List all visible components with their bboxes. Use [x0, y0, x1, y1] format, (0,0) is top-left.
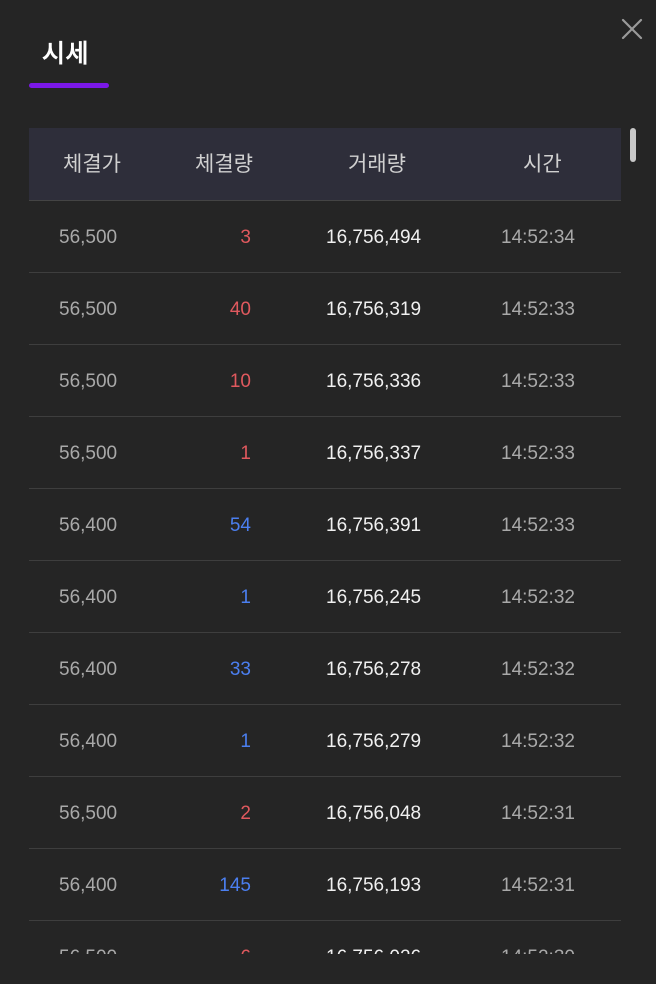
- trade-qty-cell: 54: [229, 515, 251, 536]
- header-trade-qty: 체결량: [195, 152, 253, 176]
- volume-cell: 16,756,278: [326, 659, 422, 680]
- table-row: 56,400 1 16,756,279 14:52:32: [29, 705, 621, 777]
- trade-qty-cell: 40: [229, 299, 251, 320]
- time-cell: 14:52:30: [501, 921, 575, 954]
- time-cell: 14:52:33: [501, 371, 575, 392]
- table-row: 56,500 40 16,756,319 14:52:33: [29, 273, 621, 345]
- trade-table[interactable]: 체결가 체결량 거래량 시간 56,500 3 16,756,494 14:52:34…: [29, 128, 621, 954]
- table-row: 56,500 2 16,756,048 14:52:31: [29, 777, 621, 849]
- volume-cell: 16,756,336: [326, 371, 422, 392]
- table-row: 56,400 1 16,756,245 14:52:32: [29, 561, 621, 633]
- price-cell: 56,500: [59, 371, 118, 392]
- trade-qty-cell: 1: [240, 443, 251, 464]
- price-cell: 56,400: [59, 731, 118, 752]
- volume-cell: 16,756,279: [326, 731, 422, 752]
- table-row: 56,500 10 16,756,336 14:52:33: [29, 345, 621, 417]
- table-row: 56,500 1 16,756,337 14:52:33: [29, 417, 621, 489]
- volume-cell: 16,756,245: [326, 587, 422, 608]
- price-cell: 56,400: [59, 875, 118, 896]
- table-header: 체결가 체결량 거래량 시간: [29, 128, 621, 201]
- tab-quote[interactable]: 시세: [29, 30, 109, 90]
- tab-quote-label: 시세: [42, 39, 90, 68]
- table-row: 56,400 33 16,756,278 14:52:32: [29, 633, 621, 705]
- time-cell: 14:52:31: [501, 875, 575, 896]
- time-cell: 14:52:32: [501, 587, 575, 608]
- price-cell: 56,500: [59, 227, 118, 248]
- table-body: 56,500 3 16,756,494 14:52:34 56,500 40 16,756,…: [29, 201, 621, 954]
- trade-qty-cell: 6: [240, 921, 251, 954]
- active-tab-indicator: [29, 83, 109, 88]
- time-cell: 14:52:33: [501, 515, 575, 536]
- table-row: 56,500 6 16,756,026 14:52:30: [29, 921, 621, 954]
- volume-cell: 16,756,319: [326, 299, 422, 320]
- volume-cell: 16,756,494: [326, 227, 422, 248]
- time-cell: 14:52:33: [501, 443, 575, 464]
- time-cell: 14:52:31: [501, 803, 575, 824]
- trade-qty-cell: 10: [229, 371, 251, 392]
- volume-cell: 16,756,048: [326, 803, 422, 824]
- price-cell: 56,400: [59, 659, 118, 680]
- price-cell: 56,500: [59, 443, 118, 464]
- header-volume: 거래량: [348, 152, 406, 176]
- trade-qty-cell: 33: [229, 659, 251, 680]
- scrollbar-thumb[interactable]: [630, 128, 636, 162]
- time-cell: 14:52:32: [501, 659, 575, 680]
- trade-qty-cell: 1: [240, 587, 251, 608]
- price-cell: 56,500: [59, 803, 118, 824]
- price-cell: 56,400: [59, 515, 118, 536]
- table-row: 56,400 54 16,756,391 14:52:33: [29, 489, 621, 561]
- header-time: 시간: [523, 152, 562, 176]
- volume-cell: 16,756,337: [326, 443, 422, 464]
- volume-cell: 16,756,391: [326, 515, 422, 536]
- volume-cell: 16,756,026: [326, 921, 421, 954]
- price-cell: 56,400: [59, 587, 118, 608]
- trade-qty-cell: 2: [240, 803, 251, 824]
- header-price: 체결가: [63, 152, 121, 176]
- close-button[interactable]: [619, 16, 645, 42]
- table-row: 56,500 3 16,756,494 14:52:34: [29, 201, 621, 273]
- trade-qty-cell: 3: [240, 227, 251, 248]
- trade-qty-cell: 145: [219, 875, 251, 896]
- time-cell: 14:52:32: [501, 731, 575, 752]
- time-cell: 14:52:34: [501, 227, 575, 248]
- volume-cell: 16,756,193: [326, 875, 422, 896]
- price-cell: 56,500: [59, 921, 117, 954]
- table-row: 56,400 145 16,756,193 14:52:31: [29, 849, 621, 921]
- close-icon: [621, 18, 643, 40]
- trade-qty-cell: 1: [240, 731, 251, 752]
- time-cell: 14:52:33: [501, 299, 575, 320]
- price-cell: 56,500: [59, 299, 118, 320]
- tab-bar: 시세: [29, 30, 109, 90]
